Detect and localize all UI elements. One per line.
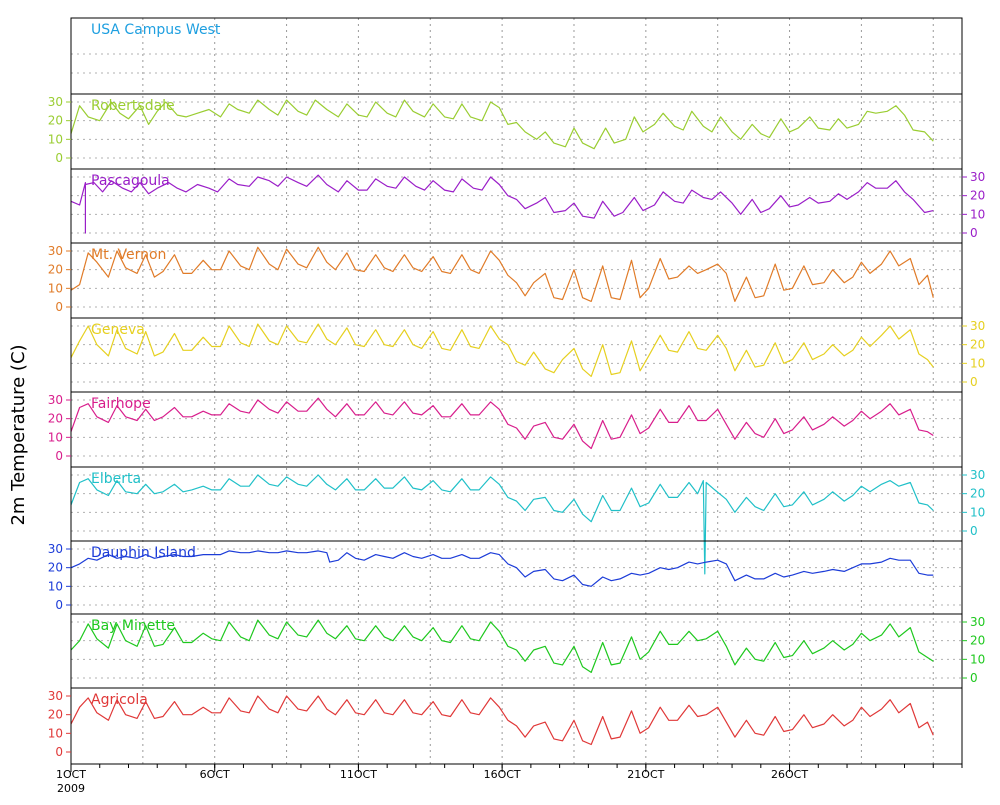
y-tick-label: 20 — [48, 561, 63, 575]
plot-frame — [70, 17, 963, 765]
y-tick-label: 0 — [970, 375, 978, 389]
y-tick-label: 10 — [48, 726, 63, 740]
y-tick-label: 30 — [48, 244, 63, 258]
panel-label: Elberta — [91, 471, 141, 487]
y-tick-label: 10 — [970, 207, 985, 221]
x-tick-label: 11OCT — [340, 768, 377, 781]
y-tick-label: 30 — [970, 615, 985, 629]
series-line — [70, 246, 934, 302]
panel-label: Agricola — [91, 692, 148, 708]
series-line — [70, 323, 934, 377]
y-tick-label: 0 — [970, 524, 978, 538]
y-tick-label: 0 — [970, 226, 978, 240]
x-tick-label: 21OCT — [627, 768, 664, 781]
y-tick-label: 0 — [55, 300, 63, 314]
panel-label: Mt. Vernon — [91, 247, 166, 263]
series-line — [70, 550, 934, 587]
x-tick-label: 6OCT — [200, 768, 230, 781]
series-line — [70, 695, 934, 746]
panel-label: Robertsdale — [91, 98, 175, 114]
panel-layer: USA Campus West Robertsdale Pascagoula Mt. … — [70, 22, 934, 746]
axis-layer: 0 10 20 30 0 10 20 30 0 10 20 30 0 10 20 30 0 10 20 30 0 10 20… — [48, 95, 986, 795]
panel-label: Bay Minette — [91, 618, 175, 634]
y-tick-label: 0 — [55, 449, 63, 463]
y-tick-label: 10 — [970, 356, 985, 370]
y-tick-label: 0 — [970, 671, 978, 685]
y-tick-label: 10 — [48, 132, 63, 146]
panel-label: Fairhope — [91, 396, 151, 412]
y-tick-label: 30 — [48, 542, 63, 556]
panel-label: USA Campus West — [91, 22, 221, 38]
series-line — [70, 619, 934, 674]
series-line — [70, 174, 934, 234]
panel-label: Dauphin Island — [91, 545, 196, 561]
y-tick-label: 10 — [970, 505, 985, 519]
y-tick-label: 20 — [48, 263, 63, 277]
y-tick-label: 10 — [48, 579, 63, 593]
panel-label: Pascagoula — [91, 173, 170, 189]
y-tick-label: 0 — [55, 745, 63, 759]
y-tick-label: 10 — [970, 652, 985, 666]
y-tick-label: 10 — [48, 281, 63, 295]
y-tick-label: 20 — [48, 114, 63, 128]
series-line — [70, 99, 934, 150]
y-tick-label: 30 — [970, 319, 985, 333]
y-tick-label: 20 — [48, 412, 63, 426]
y-tick-label: 30 — [48, 393, 63, 407]
y-tick-label: 30 — [970, 170, 985, 184]
series-line — [70, 397, 934, 450]
panel-label: Geneva — [91, 322, 145, 338]
y-tick-label: 20 — [970, 189, 985, 203]
y-axis-label: 2m Temperature (C) — [8, 344, 29, 525]
y-tick-label: 20 — [970, 634, 985, 648]
y-tick-label: 20 — [970, 487, 985, 501]
x-tick-sublabel: 2009 — [57, 782, 85, 795]
y-tick-label: 30 — [48, 689, 63, 703]
y-tick-label: 30 — [970, 468, 985, 482]
x-tick-label: 26OCT — [771, 768, 808, 781]
x-tick-label: 1OCT — [56, 768, 86, 781]
y-tick-label: 20 — [970, 338, 985, 352]
y-tick-label: 0 — [55, 598, 63, 612]
y-tick-label: 30 — [48, 95, 63, 109]
frame-layer — [70, 17, 963, 765]
x-tick-label: 16OCT — [484, 768, 521, 781]
y-tick-label: 10 — [48, 430, 63, 444]
y-tick-label: 0 — [55, 151, 63, 165]
series-line — [70, 474, 934, 575]
y-tick-label: 20 — [48, 708, 63, 722]
